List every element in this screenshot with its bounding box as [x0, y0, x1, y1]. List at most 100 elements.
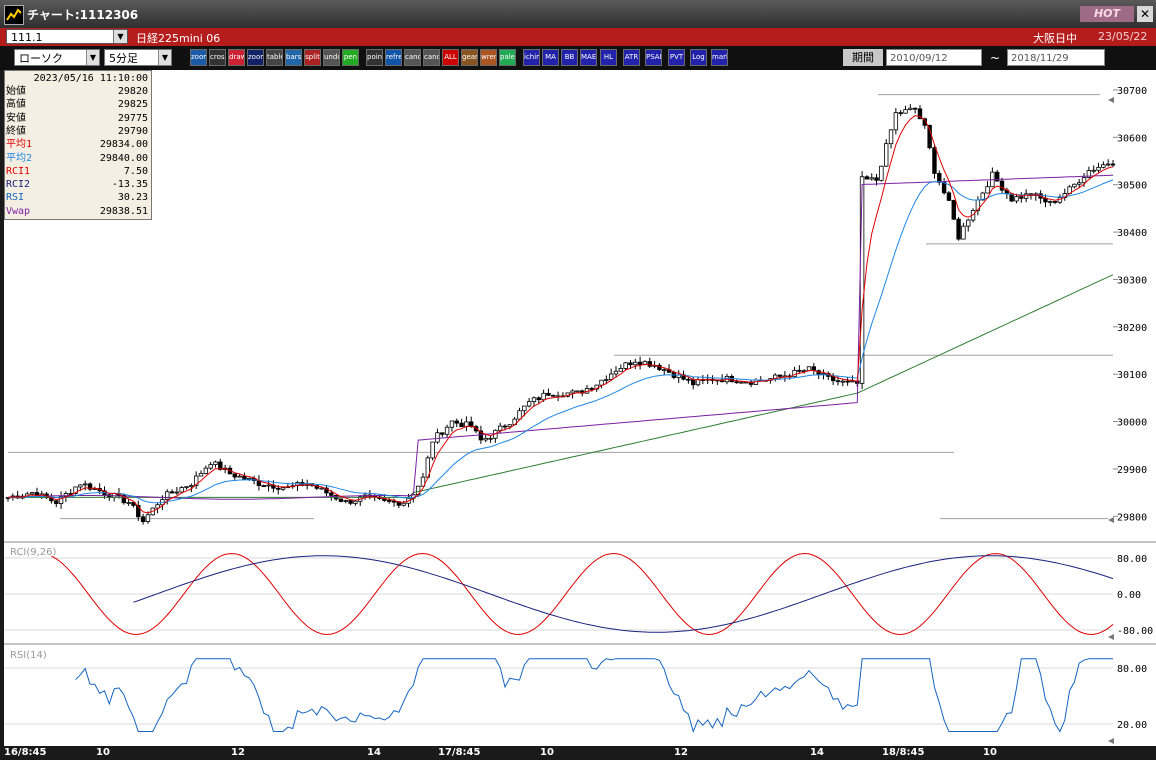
tool-undo-button[interactable]: undo: [323, 49, 340, 66]
candle-body: [430, 441, 435, 459]
candle-body: [956, 218, 961, 240]
candle-body: [266, 484, 271, 487]
candle-body: [888, 129, 894, 145]
tool-atr-button[interactable]: ATR: [623, 49, 640, 66]
date-from-value: 2010/09/12: [890, 53, 948, 64]
tool-bb-button[interactable]: BB: [561, 49, 578, 66]
tool-psar-button[interactable]: PSAR: [645, 49, 662, 66]
tool-draw-button[interactable]: draw: [228, 49, 245, 66]
tool-zoom-tool-button[interactable]: zoom-tool: [247, 49, 264, 66]
candle-body: [121, 494, 127, 504]
info-row: 平均2 29840.00: [6, 152, 150, 165]
candle-body: [87, 483, 93, 490]
info-row: 始値 29820: [6, 85, 150, 98]
candle-body: [459, 422, 464, 428]
candle-body: [690, 379, 696, 386]
tool-bars-button[interactable]: bars: [285, 49, 302, 66]
candle-body: [647, 361, 652, 367]
tool-ma-button[interactable]: MA: [542, 49, 559, 66]
tool-hl-button[interactable]: HL: [600, 49, 617, 66]
candle-body: [734, 381, 739, 384]
interval-select[interactable]: 5分足 ▼: [104, 49, 172, 66]
tool-mark-button[interactable]: mark: [711, 49, 728, 66]
chevron-down-icon[interactable]: ▼: [158, 50, 171, 65]
tool-crosshair-button[interactable]: crosshair: [209, 49, 226, 66]
info-panel: 2023/05/16 11:10:00 始値 29820 高値 29825 安値 2977…: [4, 70, 152, 220]
candle-body: [184, 486, 189, 489]
info-label: RCI2: [6, 179, 31, 191]
candle-body: [946, 192, 952, 201]
candle-body: [932, 147, 937, 174]
candle-body: [324, 487, 329, 494]
candle-body: [483, 437, 488, 441]
rci-tick-label: 0.00: [1117, 590, 1141, 601]
tool-candle-a-button[interactable]: candle-a: [404, 49, 421, 66]
hot-button[interactable]: HOT: [1080, 6, 1134, 22]
tool-pen-button[interactable]: pen: [342, 49, 359, 66]
tool-pvt-button[interactable]: PVT: [668, 49, 685, 66]
tool-wrench-button[interactable]: wrench: [480, 49, 497, 66]
info-label: 平均1: [6, 139, 33, 151]
tool-candle-b-button[interactable]: candle-b: [423, 49, 440, 66]
rsi-label: RSI(14): [10, 650, 47, 661]
tool-ichimoku-button[interactable]: ichimoku: [523, 49, 540, 66]
chart-type-select[interactable]: ローソク ▼: [14, 49, 100, 66]
tool-zoom-in-button[interactable]: zoom-in: [190, 49, 207, 66]
candle-body: [193, 475, 199, 486]
rsi-line: [75, 658, 1113, 734]
candle-body: [966, 219, 971, 227]
info-value: 29820: [117, 86, 148, 97]
info-value: 29834.00: [99, 139, 148, 151]
info-row: 高値 29825: [6, 98, 150, 111]
tool-split-button[interactable]: split: [304, 49, 321, 66]
candle-body: [840, 380, 845, 383]
chevron-down-icon[interactable]: ▼: [86, 50, 99, 65]
close-button[interactable]: ✕: [1137, 6, 1153, 22]
instrument-name: 日経225mini 06: [136, 32, 221, 45]
candle-body: [314, 485, 320, 489]
candle-body: [608, 373, 614, 380]
candle-body: [623, 362, 628, 369]
tool-gear-button[interactable]: gear: [461, 49, 478, 66]
tool-all-button[interactable]: ALL: [442, 49, 459, 66]
date-from-field[interactable]: 2010/09/12: [886, 49, 982, 66]
toolbar: ローソク ▼ 5分足 ▼ zoom-incrosshairdrawzoom-to…: [0, 46, 1156, 70]
date-to-field[interactable]: 2018/11/29: [1007, 49, 1105, 66]
tool-mae-button[interactable]: MAE: [580, 49, 597, 66]
info-value: 7.50: [123, 165, 148, 177]
tool-table-button[interactable]: table: [266, 49, 283, 66]
candle-body: [1105, 163, 1111, 166]
candle-body: [850, 380, 855, 383]
candle-body: [348, 500, 353, 504]
candle-body: [179, 487, 184, 493]
candle-body: [247, 477, 252, 480]
candle-body: [261, 485, 266, 487]
tool-refresh-button[interactable]: refresh: [385, 49, 402, 66]
candle-body: [864, 176, 870, 180]
candle-body: [136, 504, 141, 518]
candle-body: [169, 491, 175, 494]
candle-body: [338, 498, 344, 502]
tool-pointer-button[interactable]: pointer: [366, 49, 383, 66]
tool-palette-button[interactable]: palette: [499, 49, 516, 66]
candle-body: [478, 430, 484, 441]
candle-body: [879, 165, 884, 181]
symbol-select[interactable]: 111.1 ▼: [6, 29, 128, 44]
candle-body: [845, 380, 850, 383]
candle-body: [917, 108, 923, 120]
rsi-tick-label: 20.00: [1117, 720, 1147, 731]
candle-body: [570, 390, 575, 394]
candle-body: [541, 392, 546, 401]
range-separator: ~: [990, 51, 1001, 65]
interval-value: 5分足: [109, 52, 138, 65]
period-button[interactable]: 期間: [843, 49, 883, 66]
candle-body: [526, 401, 532, 407]
x-tick-label: 18/8:45: [882, 747, 925, 758]
chevron-down-icon[interactable]: ▼: [113, 30, 127, 43]
candle-body: [1101, 164, 1106, 168]
candle-body: [280, 487, 286, 490]
candle-body: [1081, 177, 1087, 184]
tool-log-button[interactable]: Log: [690, 49, 707, 66]
candle-body: [1052, 201, 1058, 203]
